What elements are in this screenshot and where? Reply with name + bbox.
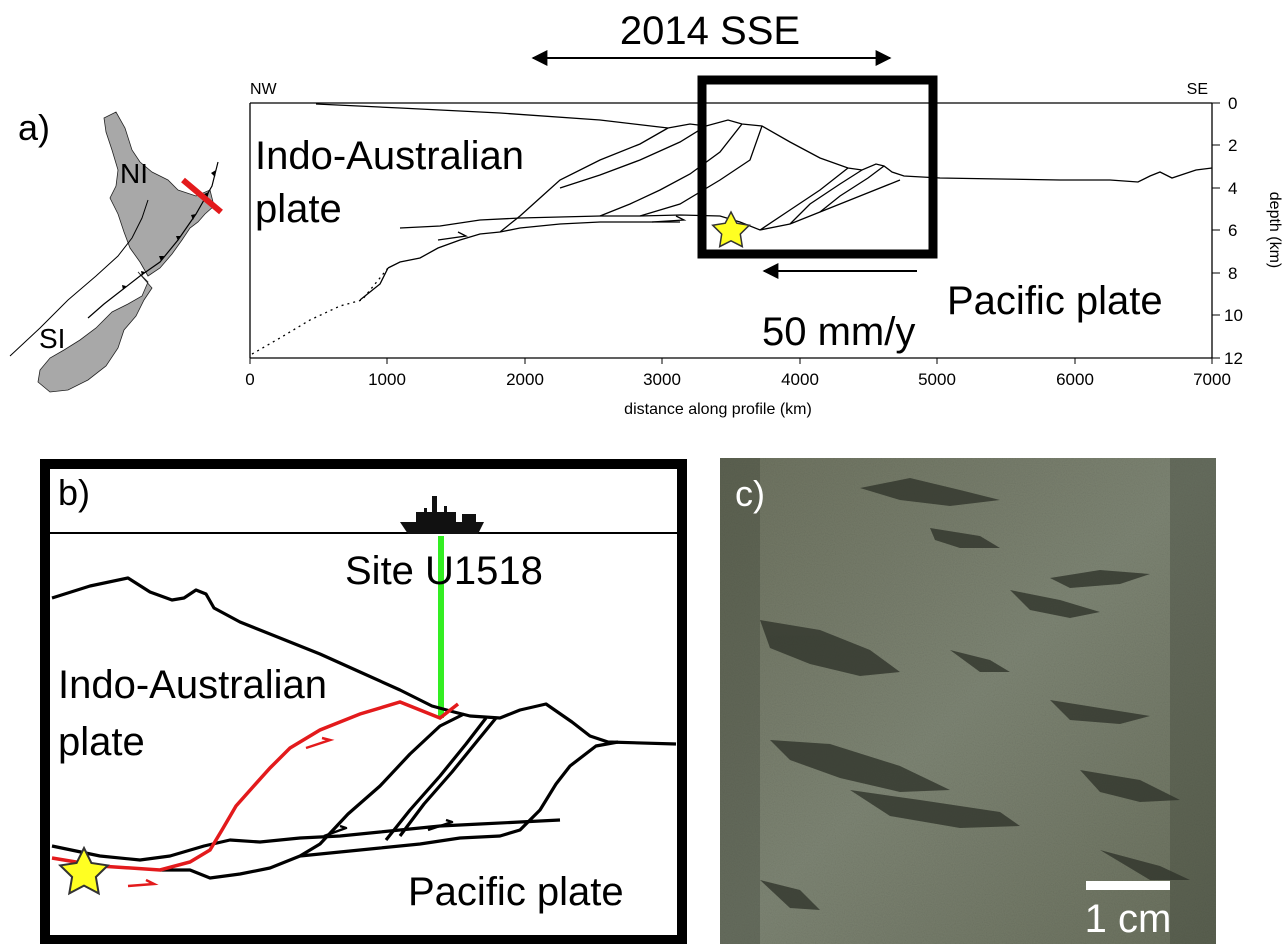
x-tick-label: 6000 (1056, 370, 1094, 389)
panel-a-label: a) (18, 107, 50, 148)
x-tick-label: 3000 (643, 370, 681, 389)
panel-c: c) 1 cm (720, 458, 1216, 944)
x-axis-label: distance along profile (km) (624, 401, 812, 418)
seafloor-line (315, 103, 1213, 183)
x-tick-label: 2000 (506, 370, 544, 389)
y-axis: 0 2 4 6 8 10 12 depth (km) (1212, 94, 1283, 368)
x-tick-label: 1000 (368, 370, 406, 389)
x-axis: 0 1000 2000 3000 4000 5000 6000 7000 dis… (245, 358, 1231, 418)
indo-australian-plate-label-b: Indo-Australian (58, 663, 327, 707)
indo-australian-plate-label-a2: plate (255, 187, 342, 231)
core-clasts (760, 478, 1190, 910)
north-island-label: NI (120, 158, 148, 189)
y-axis-label: depth (km) (1266, 192, 1283, 268)
convergence-rate-label: 50 mm/y (762, 310, 915, 354)
slip-sense-arrow-red (305, 736, 335, 750)
south-island-shape (37, 271, 153, 393)
profile-location-line (181, 177, 223, 215)
sse-label: 2014 SSE (620, 9, 800, 53)
slip-sense-arrow (651, 215, 687, 223)
decollement-line (399, 179, 901, 231)
star-icon (58, 845, 110, 896)
trench-teeth (122, 170, 216, 290)
south-island-label: SI (39, 323, 65, 354)
scale-bar (1086, 881, 1170, 890)
indo-australian-plate-label-a: Indo-Australian (255, 134, 524, 178)
slip-sense-arrow-red (127, 878, 159, 888)
panel-c-label: c) (735, 473, 765, 514)
new-zealand-map: NI SI (9, 111, 223, 393)
wedge-structure-b (51, 576, 677, 880)
panel-b-label: b) (58, 472, 90, 513)
slip-sense-arrow-b (427, 818, 454, 832)
deep-plate-interface (387, 221, 680, 269)
x-tick-label: 7000 (1193, 370, 1231, 389)
ship-icon (400, 496, 484, 534)
wedge-structure (251, 103, 1213, 355)
indo-australian-plate-label-b2: plate (58, 720, 145, 764)
nw-label: NW (250, 81, 278, 98)
y-tick-label: 2 (1228, 136, 1237, 155)
panel-a: a) NI SI 2014 SSE NW SE (9, 9, 1283, 418)
slip-sense-arrow (437, 231, 469, 241)
site-label: Site U1518 (345, 549, 543, 593)
y-tick-label: 8 (1228, 264, 1237, 283)
profile-plot: 0 1000 2000 3000 4000 5000 6000 7000 dis… (245, 75, 1283, 418)
y-tick-label: 10 (1224, 306, 1243, 325)
x-tick-label: 5000 (918, 370, 956, 389)
star-icon (711, 210, 751, 248)
panel-b-frame (40, 459, 687, 945)
alpine-fault-line (9, 199, 149, 357)
plate-boundary-line (51, 700, 460, 872)
y-tick-label: 12 (1224, 349, 1243, 368)
seafloor-line-b (51, 576, 677, 746)
se-label: SE (1187, 81, 1208, 98)
sse-zoom-box (697, 75, 938, 259)
slip-sense-arrow-b (323, 824, 348, 838)
y-tick-label: 6 (1228, 221, 1237, 240)
pacific-plate-label-b: Pacific plate (408, 870, 624, 914)
scale-bar-label: 1 cm (1085, 897, 1172, 941)
y-tick-label: 4 (1228, 179, 1237, 198)
north-island-shape (103, 111, 215, 277)
dashed-slab-extension (251, 267, 389, 355)
y-tick-label: 0 (1228, 94, 1237, 113)
x-tick-label: 4000 (781, 370, 819, 389)
pacific-plate-label-a: Pacific plate (947, 279, 1163, 323)
panel-b: b) Site U1518 (40, 459, 687, 945)
x-tick-label: 0 (245, 370, 254, 389)
